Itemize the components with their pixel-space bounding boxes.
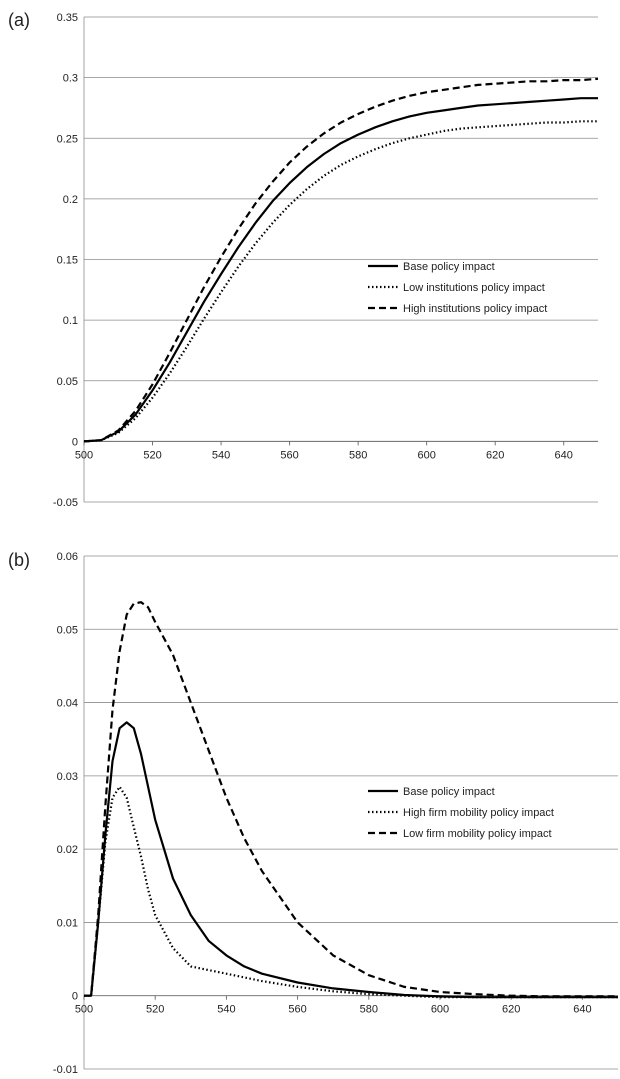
y-tick-label: 0.35 (57, 12, 78, 24)
y-tick-label: 0.2 (63, 194, 78, 206)
legend-label: Base policy impact (403, 786, 495, 798)
series-line-dashed (84, 601, 618, 998)
x-tick-label: 620 (502, 1004, 520, 1016)
x-tick-label: 500 (75, 449, 93, 461)
legend: Base policy impact Low institutions polic… (368, 261, 547, 315)
panel-label: (b) (8, 550, 30, 570)
x-tick-label: 580 (360, 1004, 378, 1016)
y-tick-label: -0.05 (53, 497, 78, 509)
x-tick-label: 560 (288, 1004, 306, 1016)
legend: Base policy impact High firm mobility pol… (368, 786, 554, 840)
y-tick-label: 0 (72, 991, 78, 1003)
y-tick-label: 0.06 (57, 551, 78, 563)
x-tick-label: 600 (417, 449, 435, 461)
y-tick-label: 0.02 (57, 844, 78, 856)
legend-label: High institutions policy impact (403, 303, 547, 315)
x-tick-label: 640 (555, 449, 573, 461)
series-line-solid (83, 97, 598, 443)
x-tick-label: 540 (217, 1004, 235, 1016)
y-tick-label: 0.15 (57, 255, 78, 267)
panel-label: (a) (8, 10, 30, 30)
y-tick-label: 0.04 (57, 698, 78, 710)
y-tick-label: 0.01 (57, 917, 78, 929)
x-tick-label: 520 (146, 1004, 164, 1016)
y-tick-label: 0.05 (57, 376, 78, 388)
series-line-dashed (83, 77, 599, 443)
legend-label: Low institutions policy impact (403, 282, 545, 294)
y-tick-label: 0 (72, 436, 78, 448)
y-tick-label: -0.01 (53, 1064, 78, 1076)
x-tick-label: 580 (349, 449, 367, 461)
x-tick-label: 620 (486, 449, 504, 461)
y-tick-label: 0.05 (57, 624, 78, 636)
legend-label: High firm mobility policy impact (403, 807, 554, 819)
y-tick-label: 0.1 (63, 315, 78, 327)
chart-panel-a: (a) -0.05 0 0.05 0.1 0.15 0.2 0.25 0.3 0.35 500 520… (8, 10, 599, 509)
y-tick-label: 0.03 (57, 771, 78, 783)
y-tick-label: 0.25 (57, 133, 78, 145)
y-tick-label: 0.3 (63, 73, 78, 85)
x-tick-label: 520 (143, 449, 161, 461)
x-tick-label: 600 (431, 1004, 449, 1016)
x-tick-label: 500 (75, 1004, 93, 1016)
x-tick-label: 640 (573, 1004, 591, 1016)
x-tick-label: 560 (280, 449, 298, 461)
series-line-solid (84, 721, 618, 999)
legend-label: Low firm mobility policy impact (403, 828, 552, 840)
x-tick-label: 540 (212, 449, 230, 461)
legend-label: Base policy impact (403, 261, 495, 273)
chart-panel-b: (b) -0.01 0 0.01 0.02 0.03 0.04 0.05 0.06 500 520 5… (8, 550, 618, 1076)
series-line-dotted (83, 120, 598, 443)
